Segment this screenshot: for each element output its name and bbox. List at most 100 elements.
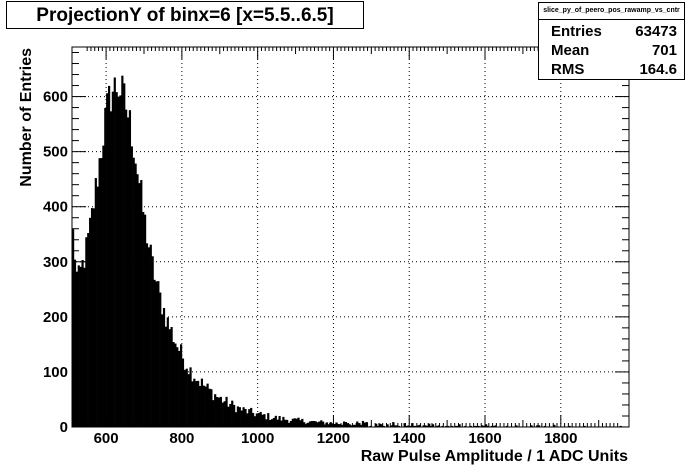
histogram-bar xyxy=(416,425,420,427)
stats-label: Mean xyxy=(551,42,590,59)
histogram-bar xyxy=(619,425,622,427)
histogram-bar xyxy=(380,424,384,427)
histogram-bar xyxy=(339,424,342,427)
histogram-bar xyxy=(481,425,484,427)
histogram-bar xyxy=(197,380,200,427)
histogram-bar xyxy=(214,394,217,427)
y-axis-ticks: 0 100 200 300 400 500 600 xyxy=(43,52,629,436)
histogram-bar xyxy=(341,424,344,427)
y-tick-label: 400 xyxy=(43,199,68,216)
histogram-bar xyxy=(464,425,467,427)
histogram-bar xyxy=(280,420,283,427)
stats-value: 164.6 xyxy=(639,61,677,78)
histogram-bar xyxy=(485,424,488,427)
histogram-bar xyxy=(267,413,270,427)
histogram-bar xyxy=(189,367,192,427)
histogram-bar xyxy=(153,279,156,427)
histogram-bar xyxy=(469,425,473,427)
histogram-bar xyxy=(306,422,310,427)
histogram-bar xyxy=(140,180,143,427)
histogram-bar xyxy=(356,421,359,427)
histogram-bar xyxy=(515,425,518,427)
x-tick-label: 600 xyxy=(94,430,119,447)
y-tick-label: 300 xyxy=(43,254,68,271)
histogram-bar xyxy=(282,416,285,427)
histogram-bar xyxy=(77,265,80,427)
histogram-bar xyxy=(121,75,124,428)
histogram-bar xyxy=(170,327,173,427)
histogram-bar xyxy=(287,422,291,427)
stats-label: Entries xyxy=(551,23,602,40)
histogram-bar xyxy=(104,108,107,428)
histogram-bar xyxy=(348,424,351,427)
histogram-bar xyxy=(132,157,135,427)
histogram-bar xyxy=(208,388,211,427)
histogram-bar xyxy=(492,425,495,427)
histogram-bar xyxy=(431,424,435,427)
histogram-bars xyxy=(72,75,628,428)
y-tick-label: 200 xyxy=(43,309,68,326)
histogram-bar xyxy=(308,421,312,427)
histogram-bar xyxy=(458,424,461,427)
histogram-bar xyxy=(94,178,97,427)
x-tick-label: 1000 xyxy=(241,430,274,447)
histogram-bar xyxy=(145,243,149,427)
histogram-bar xyxy=(204,386,207,427)
title-box: ProjectionY of binx=6 [x=5.5..6.5] xyxy=(6,1,364,29)
x-axis-ticks: 600 800 1000 1200 1400 1600 1800 xyxy=(86,47,619,447)
x-tick-label: 1600 xyxy=(468,430,501,447)
histogram-bar xyxy=(299,420,302,427)
histogram-bar xyxy=(337,424,340,427)
histogram-bar xyxy=(75,271,78,427)
histogram-bar xyxy=(297,417,300,427)
histogram-bar xyxy=(168,329,171,427)
histogram-bar xyxy=(303,422,306,427)
stats-row-mean: Mean 701 xyxy=(539,41,684,60)
histogram-bar xyxy=(179,344,183,427)
histogram-bar xyxy=(505,425,509,427)
y-axis-title: Number of Entries xyxy=(18,48,35,187)
histogram-bar xyxy=(407,425,410,427)
histogram-bar xyxy=(240,410,243,427)
histogram-bar xyxy=(136,174,139,427)
histogram-bar xyxy=(397,425,401,427)
histogram-bar xyxy=(424,425,427,427)
histogram-bar xyxy=(229,403,232,427)
histogram-bar xyxy=(454,425,457,427)
histogram-bar xyxy=(382,425,385,427)
histogram-bar xyxy=(430,425,433,427)
x-axis-title: Raw Pulse Amplitude / 1 ADC Units xyxy=(361,448,628,465)
histogram-bar xyxy=(115,92,118,427)
histogram-bar xyxy=(475,425,478,427)
stats-label: RMS xyxy=(551,61,585,78)
histogram-bar xyxy=(265,419,268,427)
histogram-bar xyxy=(441,425,444,427)
histogram-bar xyxy=(352,424,355,427)
histogram-bar xyxy=(227,406,230,427)
histogram-bar xyxy=(365,422,368,427)
histogram-bar xyxy=(248,409,251,427)
histogram-bar xyxy=(251,413,255,427)
histogram-bar xyxy=(378,423,382,427)
histogram-bar xyxy=(390,425,393,427)
histogram-bar xyxy=(418,424,421,427)
histogram-bar xyxy=(450,425,454,427)
histogram-bar xyxy=(174,343,177,427)
y-tick-label: 500 xyxy=(43,144,68,161)
histogram-bar xyxy=(117,96,120,427)
histogram-bar xyxy=(128,110,132,428)
histogram-bar xyxy=(411,423,414,427)
histogram-bar xyxy=(162,308,166,427)
histogram-bar xyxy=(259,411,262,427)
y-tick-label: 600 xyxy=(43,89,68,106)
histogram-bar xyxy=(238,407,241,427)
histogram-bar xyxy=(87,233,90,427)
histogram-bar xyxy=(426,425,429,427)
histogram-bar xyxy=(320,420,323,427)
histogram-bar xyxy=(221,402,224,427)
histogram-bar xyxy=(435,425,438,427)
histogram-bar xyxy=(244,408,247,427)
histogram-bar xyxy=(123,83,126,428)
histogram-bar xyxy=(322,421,325,427)
histogram-bar xyxy=(191,381,194,427)
